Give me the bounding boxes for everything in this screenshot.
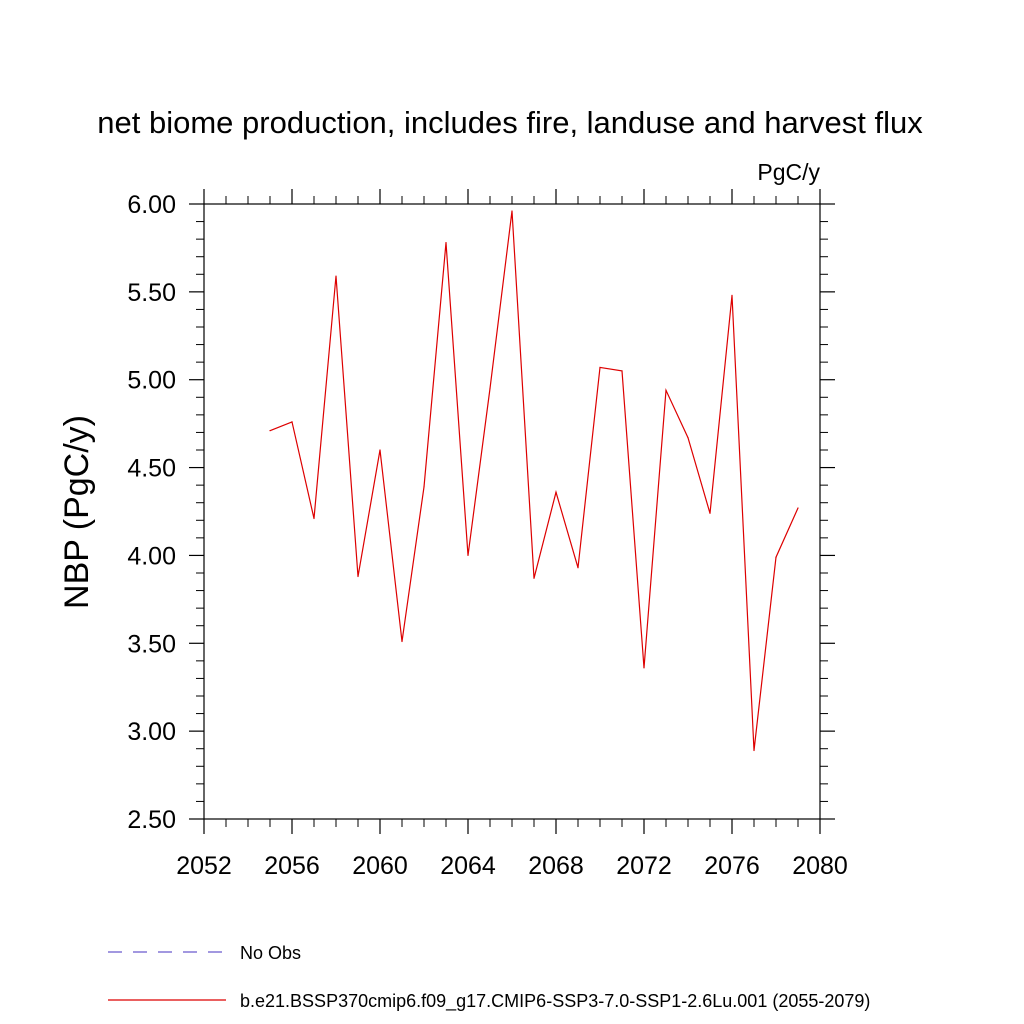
data-point [401, 640, 403, 643]
x-tick-label: 2056 [264, 852, 320, 880]
data-point [533, 577, 535, 579]
data-point [687, 437, 689, 439]
data-point [335, 275, 337, 277]
data-point [599, 366, 601, 369]
data-point [445, 242, 447, 244]
x-tick-labels: 2052 2056 2060 2064 2068 2072 2076 2080 [176, 852, 848, 880]
y-axis-label: NBP (PgC/y) [58, 415, 96, 609]
plot-frame [203, 203, 821, 820]
y-tick-label: 5.50 [127, 279, 176, 307]
data-point [709, 512, 711, 514]
x-tick-label: 2072 [616, 852, 672, 880]
data-point [621, 370, 623, 372]
y-tick-label: 3.50 [127, 630, 176, 658]
data-point [797, 507, 799, 509]
data-point [357, 575, 359, 578]
data-point [511, 210, 513, 212]
data-point [379, 449, 381, 451]
x-tick-label: 2080 [792, 852, 848, 880]
y-tick-label: 3.00 [127, 718, 176, 746]
data-point [269, 430, 271, 432]
x-tick-label: 2064 [440, 852, 496, 880]
data-point [775, 556, 777, 558]
data-point [577, 567, 579, 569]
y-tick-label: 4.00 [127, 542, 176, 570]
legend-label: No Obs [240, 943, 301, 963]
data-point [423, 486, 425, 488]
x-tick-label: 2076 [704, 852, 760, 880]
minor-ticks [196, 196, 828, 827]
data-point [643, 667, 645, 669]
series-line [269, 210, 799, 751]
data-points [269, 210, 799, 752]
x-tick-label: 2060 [352, 852, 408, 880]
data-point [291, 421, 293, 423]
data-point [489, 387, 491, 390]
y-tick-labels: 2.50 3.00 3.50 4.00 4.50 5.00 5.50 6.00 [127, 191, 176, 834]
major-ticks [189, 189, 835, 834]
data-point [555, 491, 557, 493]
legend-label: b.e21.BSSP370cmip6.f09_g17.CMIP6-SSP3-7.… [240, 991, 870, 1012]
y-tick-label: 2.50 [127, 806, 176, 834]
data-point [313, 517, 315, 520]
data-point [467, 554, 469, 557]
chart-title: net biome production, includes fire, lan… [97, 105, 923, 140]
y-tick-label: 6.00 [127, 191, 176, 219]
y-tick-label: 5.00 [127, 367, 176, 395]
data-point [665, 389, 667, 391]
legend: No Obs b.e21.BSSP370cmip6.f09_g17.CMIP6-S… [108, 943, 870, 1012]
y-tick-label: 4.50 [127, 455, 176, 483]
data-point [753, 749, 755, 752]
units-label: PgC/y [757, 159, 820, 185]
x-tick-label: 2068 [528, 852, 584, 880]
data-point [731, 294, 733, 296]
x-tick-label: 2052 [176, 852, 232, 880]
